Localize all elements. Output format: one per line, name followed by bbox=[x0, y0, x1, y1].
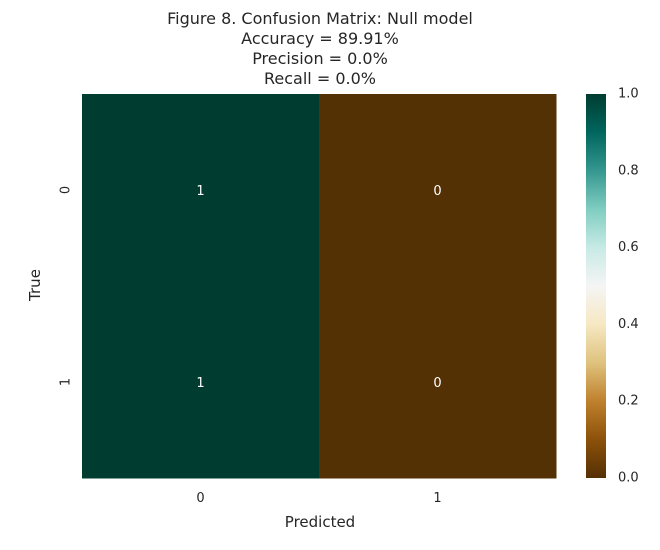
y-tick-label: 1 bbox=[59, 378, 74, 386]
chart-title: Figure 8. Confusion Matrix: Null model A… bbox=[167, 9, 473, 88]
cell-value-label: 0 bbox=[433, 376, 441, 391]
title-line: Figure 8. Confusion Matrix: Null model bbox=[167, 9, 473, 28]
cell-value-label: 1 bbox=[196, 376, 204, 391]
heatmap-cells bbox=[82, 94, 557, 479]
colorbar-tick-label: 0.8 bbox=[618, 163, 639, 178]
x-tick-label: 1 bbox=[433, 491, 441, 506]
colorbar-tick-label: 0.0 bbox=[618, 471, 639, 486]
colorbar-tick-label: 0.4 bbox=[618, 317, 639, 332]
cell-value-label: 0 bbox=[433, 184, 441, 199]
title-line: Accuracy = 89.91% bbox=[241, 29, 399, 48]
y-axis-label: True bbox=[26, 269, 44, 302]
title-line: Recall = 0.0% bbox=[264, 69, 376, 88]
y-tick-label: 0 bbox=[59, 186, 74, 194]
title-line: Precision = 0.0% bbox=[252, 49, 388, 68]
heatmap-cell bbox=[319, 94, 557, 287]
x-axis-label: Predicted bbox=[285, 513, 355, 531]
colorbar bbox=[586, 94, 606, 478]
colorbar-tick-label: 0.2 bbox=[618, 394, 639, 409]
colorbar-tick-label: 0.6 bbox=[618, 240, 639, 255]
cell-value-label: 1 bbox=[196, 184, 204, 199]
x-tick-label: 0 bbox=[196, 491, 204, 506]
heatmap-cell-labels: 1 0 1 0 bbox=[196, 184, 441, 391]
heatmap-cell bbox=[319, 286, 557, 479]
y-axis-ticks: 01 bbox=[59, 186, 74, 386]
colorbar-ticks: 0.0 0.2 0.4 0.6 0.8 1.0 bbox=[618, 87, 639, 486]
heatmap-cell bbox=[82, 94, 320, 287]
colorbar-tick-label: 1.0 bbox=[618, 87, 639, 102]
heatmap-cell bbox=[82, 286, 320, 479]
